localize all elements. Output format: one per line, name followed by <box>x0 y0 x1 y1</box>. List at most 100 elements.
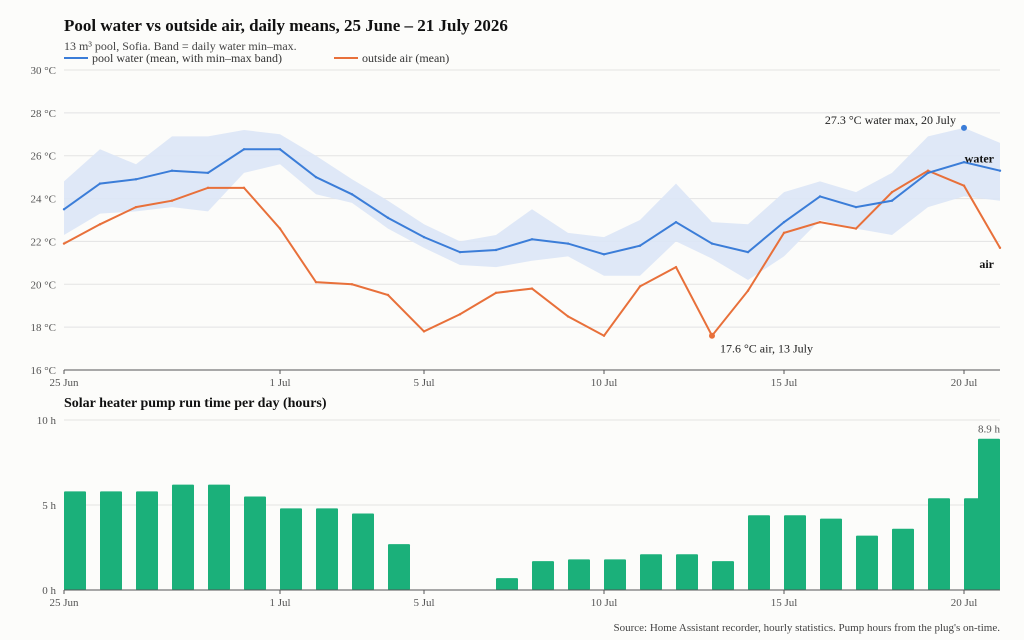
air-point <box>566 315 570 318</box>
water-point <box>206 171 210 175</box>
air-point <box>62 242 66 245</box>
pump-bar <box>676 554 698 590</box>
water-point <box>458 250 462 254</box>
pump-bar <box>892 528 914 590</box>
water-point <box>494 248 498 252</box>
air-point <box>530 287 534 290</box>
air-point <box>458 313 462 316</box>
water-end-label: water <box>965 152 995 166</box>
pump-bar <box>748 515 770 590</box>
temp-x-tick-label: 5 Jul <box>413 377 434 389</box>
air-point <box>206 186 210 190</box>
chart-title: Pool water vs outside air, daily means, … <box>64 16 508 35</box>
pump-bar <box>244 496 266 590</box>
legend: pool water (mean, with min–max band) out… <box>64 51 449 65</box>
water-max-annotation: 27.3 °C water max, 20 July <box>825 113 956 127</box>
air-point <box>386 293 390 297</box>
water-point <box>890 199 894 202</box>
chart-subtitle: 13 m³ pool, Sofia. Band = daily water mi… <box>64 39 297 53</box>
air-point <box>134 205 138 209</box>
air-point <box>602 334 606 337</box>
water-max-marker <box>961 124 967 131</box>
temp-y-tick-label: 18 °C <box>31 322 57 334</box>
air-point <box>170 199 174 202</box>
pump-x-tick-label: 5 Jul <box>413 597 434 609</box>
air-min-annotation: 17.6 °C air, 13 July <box>720 342 813 356</box>
temp-x-tick-label: 15 Jul <box>771 377 798 389</box>
water-point <box>998 169 1002 172</box>
air-point <box>962 184 966 187</box>
water-point <box>566 242 570 245</box>
air-point <box>926 169 930 172</box>
water-point <box>674 220 678 224</box>
temp-x-tick-label: 10 Jul <box>591 377 618 389</box>
pump-bar <box>978 438 1000 590</box>
pump-bar <box>388 544 410 590</box>
temp-y-tick-label: 22 °C <box>31 236 57 248</box>
pump-bar <box>532 561 554 590</box>
water-point <box>350 193 354 196</box>
pump-y-tick-label: 0 h <box>42 585 56 597</box>
pump-x-tick-label: 15 Jul <box>771 597 798 609</box>
temp-x-tick-label: 1 Jul <box>269 377 290 389</box>
water-point <box>710 242 714 245</box>
pump-x-tick-label: 25 Jun <box>49 597 79 609</box>
temperature-x-axis: 25 Jun 1 Jul 5 Jul 10 Jul 15 Jul 20 Jul <box>49 369 1000 389</box>
temp-y-tick-label: 28 °C <box>31 108 57 120</box>
temp-y-tick-label: 24 °C <box>31 194 57 206</box>
pump-y-tick-label: 10 h <box>37 415 57 427</box>
temp-x-tick-label: 25 Jun <box>49 377 79 389</box>
air-end-label: air <box>979 257 994 271</box>
pump-y-tick-label: 5 h <box>42 500 56 512</box>
temp-y-tick-label: 20 °C <box>31 279 57 291</box>
temp-y-tick-label: 26 °C <box>31 151 57 163</box>
water-point <box>782 220 786 224</box>
pump-bar-value-label: 8.9 h <box>978 424 1001 436</box>
pump-bar <box>640 554 662 590</box>
pump-bar <box>316 508 338 590</box>
air-point <box>494 291 498 295</box>
water-point <box>926 171 930 175</box>
air-point <box>314 280 318 284</box>
pump-bar <box>208 484 230 590</box>
pump-bar <box>568 559 590 590</box>
air-point <box>854 227 858 230</box>
air-point <box>746 289 750 292</box>
air-point <box>890 190 894 194</box>
air-point <box>278 227 282 230</box>
air-point <box>350 283 354 286</box>
air-point <box>782 231 786 235</box>
pump-x-tick-label: 20 Jul <box>951 597 978 609</box>
water-point <box>98 182 102 185</box>
water-point <box>602 253 606 256</box>
temperature-plot: water air 27.3 °C water max, 20 July 17.6 °… <box>62 113 1002 356</box>
water-point <box>242 148 246 151</box>
water-point <box>638 244 642 247</box>
pump-bar <box>712 561 734 590</box>
pump-bar <box>280 508 302 590</box>
pump-x-tick-label: 10 Jul <box>591 597 618 609</box>
air-min-marker <box>709 332 715 339</box>
air-point <box>422 330 426 333</box>
water-point <box>422 235 426 239</box>
water-point <box>962 160 966 164</box>
pump-bar <box>172 484 194 590</box>
pump-bar <box>64 491 86 590</box>
water-point <box>386 216 390 220</box>
pump-bar <box>100 491 122 590</box>
air-point <box>638 285 642 288</box>
water-point <box>62 208 66 211</box>
air-point <box>98 223 102 226</box>
legend-label-air: outside air (mean) <box>362 51 449 65</box>
temp-x-tick-label: 20 Jul <box>951 377 978 389</box>
pump-x-tick-label: 1 Jul <box>269 597 290 609</box>
legend-label-water: pool water (mean, with min–max band) <box>92 51 282 65</box>
water-point <box>134 178 138 181</box>
water-point <box>854 205 858 209</box>
water-point <box>818 195 822 198</box>
pump-bar <box>496 578 518 590</box>
pump-bar <box>136 491 158 590</box>
pump-plot: 8.9 h <box>64 424 1001 590</box>
temp-y-tick-label: 16 °C <box>31 365 57 377</box>
